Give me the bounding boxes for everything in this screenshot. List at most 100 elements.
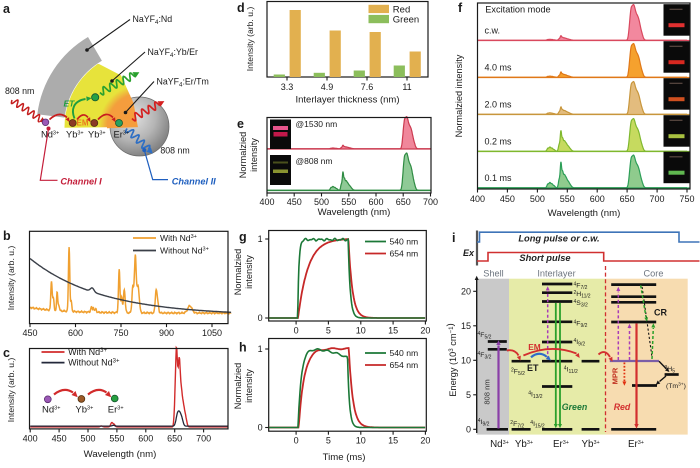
svg-text:0: 0 <box>258 423 263 433</box>
svg-text:Channel II: Channel II <box>172 176 216 186</box>
svg-text:ET: ET <box>527 363 539 373</box>
svg-text:Time (ms): Time (ms) <box>323 452 366 463</box>
svg-text:Er3+: Er3+ <box>553 439 569 450</box>
svg-text:650: 650 <box>620 194 635 204</box>
svg-text:400: 400 <box>23 433 38 443</box>
svg-text:Short pulse: Short pulse <box>519 253 570 263</box>
svg-text:Shell: Shell <box>483 269 503 279</box>
svg-text:NaYF4:Yb/Er: NaYF4:Yb/Er <box>148 47 198 59</box>
svg-text:540 nm: 540 nm <box>390 237 419 247</box>
svg-text:20: 20 <box>420 326 430 336</box>
svg-text:654 nm: 654 nm <box>390 360 419 370</box>
svg-text:650: 650 <box>167 433 182 443</box>
svg-text:2F5/2: 2F5/2 <box>511 368 525 378</box>
svg-text:3H5: 3H5 <box>665 365 676 375</box>
svg-text:5: 5 <box>326 436 331 446</box>
svg-text:11: 11 <box>402 82 411 92</box>
svg-text:Normalzied: Normalzied <box>238 132 248 178</box>
svg-text:b: b <box>3 229 11 243</box>
svg-text:4.9: 4.9 <box>321 82 334 92</box>
svg-text:4F5/2: 4F5/2 <box>478 331 492 341</box>
svg-text:intensity: intensity <box>249 138 259 172</box>
svg-text:450: 450 <box>500 194 515 204</box>
svg-text:Interlayer: Interlayer <box>537 269 575 279</box>
svg-text:0: 0 <box>294 436 299 446</box>
svg-text:h: h <box>239 341 247 355</box>
svg-text:Yb3+: Yb3+ <box>75 404 93 415</box>
svg-text:4I11/2: 4I11/2 <box>564 366 578 376</box>
svg-text:4I15/2: 4I15/2 <box>530 420 545 430</box>
svg-text:10: 10 <box>356 436 366 446</box>
svg-text:10: 10 <box>461 355 471 365</box>
svg-text:4F3/2: 4F3/2 <box>478 351 492 361</box>
svg-text:EM: EM <box>528 342 541 352</box>
svg-text:2.0 ms: 2.0 ms <box>485 99 513 109</box>
svg-text:0: 0 <box>466 424 471 434</box>
svg-text:1050: 1050 <box>202 328 222 338</box>
svg-text:700: 700 <box>650 194 665 204</box>
svg-text:900: 900 <box>159 328 174 338</box>
svg-text:15: 15 <box>461 321 471 331</box>
svg-text:540 nm: 540 nm <box>390 348 419 358</box>
svg-text:Intensity (arb. u.): Intensity (arb. u.) <box>6 246 16 311</box>
svg-text:@808 nm: @808 nm <box>296 156 333 166</box>
svg-text:0.1 ms: 0.1 ms <box>485 173 513 183</box>
svg-text:NaYF4:Nd: NaYF4:Nd <box>133 14 173 26</box>
svg-text:Yb3+: Yb3+ <box>66 130 84 140</box>
svg-text:500: 500 <box>80 433 95 443</box>
svg-text:600: 600 <box>368 197 383 207</box>
svg-text:808 nm: 808 nm <box>483 379 492 404</box>
svg-text:750: 750 <box>113 328 128 338</box>
svg-text:4I9/2: 4I9/2 <box>478 418 490 428</box>
svg-text:4.0 ms: 4.0 ms <box>485 62 513 72</box>
svg-text:20: 20 <box>461 286 471 296</box>
svg-text:7.6: 7.6 <box>361 82 374 92</box>
svg-text:Nd3+: Nd3+ <box>41 130 59 140</box>
svg-text:c: c <box>3 346 10 360</box>
svg-text:2H11/2: 2H11/2 <box>574 290 591 300</box>
svg-text:15: 15 <box>388 436 398 446</box>
svg-text:Normalzied intensity: Normalzied intensity <box>454 54 464 137</box>
svg-text:Red: Red <box>614 402 631 412</box>
svg-text:intensity: intensity <box>244 369 254 403</box>
svg-text:Wavelength (nm): Wavelength (nm) <box>84 449 157 460</box>
svg-text:g: g <box>239 230 247 244</box>
svg-text:ET: ET <box>64 99 76 109</box>
svg-text:EM: EM <box>77 119 89 128</box>
svg-text:4I9/2: 4I9/2 <box>574 338 586 348</box>
svg-text:With Nd3+: With Nd3+ <box>68 347 107 357</box>
svg-text:550: 550 <box>341 197 356 207</box>
svg-text:600: 600 <box>68 328 83 338</box>
svg-text:400: 400 <box>470 194 485 204</box>
svg-text:f: f <box>458 1 463 15</box>
svg-text:e: e <box>237 117 244 131</box>
svg-text:Nd3+: Nd3+ <box>490 439 509 450</box>
svg-text:Red: Red <box>393 4 410 15</box>
svg-text:Excitation mode: Excitation mode <box>485 5 550 15</box>
svg-text:Wavelength (nm): Wavelength (nm) <box>548 208 621 219</box>
svg-text:10: 10 <box>356 326 366 336</box>
svg-text:Wavelength (nm): Wavelength (nm) <box>318 207 391 218</box>
svg-text:450: 450 <box>52 433 67 443</box>
svg-text:i: i <box>452 231 455 245</box>
svg-text:c.w.: c.w. <box>485 25 501 35</box>
svg-text:intensity: intensity <box>244 255 254 289</box>
svg-text:1: 1 <box>258 344 263 354</box>
svg-text:MPR: MPR <box>611 367 620 384</box>
svg-text:Intensity (arb. u.): Intensity (arb. u.) <box>6 358 16 423</box>
svg-text:Without Nd3+: Without Nd3+ <box>68 358 120 368</box>
svg-text:Intensity (arb. u.): Intensity (arb. u.) <box>245 7 255 72</box>
svg-text:Interlayer thickness (nm): Interlayer thickness (nm) <box>295 95 399 106</box>
svg-text:5: 5 <box>326 326 331 336</box>
svg-text:20: 20 <box>420 436 430 446</box>
svg-text:500: 500 <box>530 194 545 204</box>
svg-text:Energy (103 cm−1): Energy (103 cm−1) <box>445 323 458 396</box>
svg-text:600: 600 <box>590 194 605 204</box>
svg-text:0: 0 <box>294 326 299 336</box>
svg-text:700: 700 <box>196 433 211 443</box>
svg-text:Ex: Ex <box>463 248 475 258</box>
svg-text:4F7/2: 4F7/2 <box>574 282 588 292</box>
svg-text:650: 650 <box>396 197 411 207</box>
svg-text:@1530 nm: @1530 nm <box>296 119 338 129</box>
svg-text:550: 550 <box>109 433 124 443</box>
